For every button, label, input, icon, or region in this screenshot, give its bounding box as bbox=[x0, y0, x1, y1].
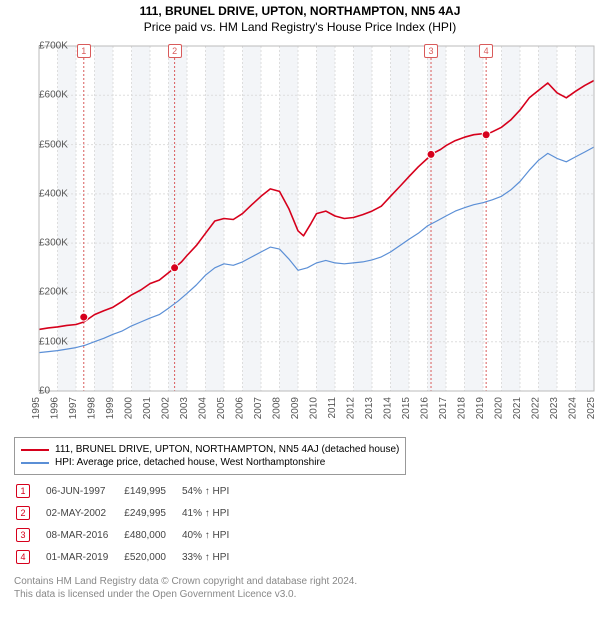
sale-number-marker: 3 bbox=[16, 528, 30, 542]
y-axis-label: £400K bbox=[39, 188, 41, 199]
x-axis-label: 2012 bbox=[346, 397, 357, 420]
table-row: 3 08-MAR-2016£480,00040% ↑ HPI bbox=[16, 525, 243, 545]
x-axis-label: 2007 bbox=[253, 397, 264, 420]
sale-date: 01-MAR-2019 bbox=[46, 547, 122, 567]
y-axis-label: £500K bbox=[39, 139, 41, 150]
x-axis-label: 1995 bbox=[31, 397, 42, 420]
legend-row: HPI: Average price, detached house, West… bbox=[21, 457, 399, 468]
sale-delta: 54% ↑ HPI bbox=[182, 481, 243, 501]
x-axis-label: 2018 bbox=[457, 397, 468, 420]
footnote-line-1: Contains HM Land Registry data © Crown c… bbox=[14, 575, 586, 588]
sale-dot bbox=[427, 150, 435, 158]
sale-number-marker: 2 bbox=[16, 506, 30, 520]
y-axis-label: £100K bbox=[39, 336, 41, 347]
sale-price: £249,995 bbox=[124, 503, 180, 523]
x-axis-label: 2013 bbox=[364, 397, 375, 420]
table-row: 2 02-MAY-2002£249,99541% ↑ HPI bbox=[16, 503, 243, 523]
x-axis-label: 1996 bbox=[50, 397, 61, 420]
sale-marker-label: 4 bbox=[479, 44, 493, 58]
y-axis-label: £600K bbox=[39, 90, 41, 101]
x-axis-label: 2006 bbox=[235, 397, 246, 420]
legend-row: 111, BRUNEL DRIVE, UPTON, NORTHAMPTON, N… bbox=[21, 444, 399, 455]
x-axis-label: 2017 bbox=[438, 397, 449, 420]
sale-dot bbox=[171, 264, 179, 272]
x-axis-label: 2005 bbox=[216, 397, 227, 420]
x-axis-label: 2015 bbox=[401, 397, 412, 420]
x-axis-label: 2001 bbox=[142, 397, 153, 420]
x-axis-label: 2011 bbox=[327, 397, 338, 419]
x-axis-label: 2002 bbox=[161, 397, 172, 420]
legend-text: HPI: Average price, detached house, West… bbox=[55, 457, 325, 468]
y-axis-label: £300K bbox=[39, 238, 41, 249]
x-axis-label: 2000 bbox=[124, 397, 135, 420]
y-axis-label: £0 bbox=[39, 386, 41, 397]
sale-number-marker: 4 bbox=[16, 550, 30, 564]
chart-svg: 1995 1996 1997 1998 1999 2000 2001 2002 2003 2004… bbox=[4, 36, 596, 431]
sale-marker-label: 3 bbox=[424, 44, 438, 58]
legend-swatch bbox=[21, 462, 49, 464]
sale-date: 06-JUN-1997 bbox=[46, 481, 122, 501]
x-axis-label: 2025 bbox=[586, 397, 596, 420]
sales-table: 1 06-JUN-1997£149,99554% ↑ HPI 2 02-MAY-200… bbox=[14, 479, 245, 569]
x-axis-label: 2003 bbox=[179, 397, 190, 420]
sale-delta: 40% ↑ HPI bbox=[182, 525, 243, 545]
x-axis-label: 1997 bbox=[68, 397, 79, 420]
chart-title-address: 111, BRUNEL DRIVE, UPTON, NORTHAMPTON, N… bbox=[4, 4, 596, 18]
sale-marker-label: 2 bbox=[168, 44, 182, 58]
x-axis-label: 2014 bbox=[383, 397, 394, 420]
x-axis-label: 1998 bbox=[87, 397, 98, 420]
y-axis-label: £200K bbox=[39, 287, 41, 298]
x-axis-label: 2010 bbox=[309, 397, 320, 420]
legend-text: 111, BRUNEL DRIVE, UPTON, NORTHAMPTON, N… bbox=[55, 444, 399, 455]
sale-dot bbox=[80, 313, 88, 321]
footnote: Contains HM Land Registry data © Crown c… bbox=[14, 575, 586, 601]
sale-number-marker: 1 bbox=[16, 484, 30, 498]
sale-price: £520,000 bbox=[124, 547, 180, 567]
x-axis-label: 2004 bbox=[198, 397, 209, 420]
x-axis-label: 2022 bbox=[531, 397, 542, 420]
sale-price: £149,995 bbox=[124, 481, 180, 501]
sale-dot bbox=[482, 131, 490, 139]
sale-date: 08-MAR-2016 bbox=[46, 525, 122, 545]
x-axis-label: 2008 bbox=[272, 397, 283, 420]
x-axis-label: 2021 bbox=[512, 397, 523, 420]
x-axis-label: 2009 bbox=[290, 397, 301, 420]
table-row: 4 01-MAR-2019£520,00033% ↑ HPI bbox=[16, 547, 243, 567]
x-axis-label: 2016 bbox=[420, 397, 431, 420]
chart-header: 111, BRUNEL DRIVE, UPTON, NORTHAMPTON, N… bbox=[4, 4, 596, 34]
sale-marker-label: 1 bbox=[77, 44, 91, 58]
sale-delta: 41% ↑ HPI bbox=[182, 503, 243, 523]
sale-date: 02-MAY-2002 bbox=[46, 503, 122, 523]
footnote-line-2: This data is licensed under the Open Gov… bbox=[14, 588, 586, 601]
sale-price: £480,000 bbox=[124, 525, 180, 545]
sale-delta: 33% ↑ HPI bbox=[182, 547, 243, 567]
chart-legend: 111, BRUNEL DRIVE, UPTON, NORTHAMPTON, N… bbox=[14, 437, 406, 475]
x-axis-label: 2024 bbox=[568, 397, 579, 420]
chart-title-subtitle: Price paid vs. HM Land Registry's House … bbox=[4, 20, 596, 34]
table-row: 1 06-JUN-1997£149,99554% ↑ HPI bbox=[16, 481, 243, 501]
x-axis-label: 1999 bbox=[105, 397, 116, 420]
x-axis-label: 2019 bbox=[475, 397, 486, 420]
price-chart: 1995 1996 1997 1998 1999 2000 2001 2002 2003 2004… bbox=[4, 36, 596, 431]
x-axis-label: 2023 bbox=[549, 397, 560, 420]
y-axis-label: £700K bbox=[39, 41, 41, 52]
x-axis-label: 2020 bbox=[494, 397, 505, 420]
legend-swatch bbox=[21, 449, 49, 451]
